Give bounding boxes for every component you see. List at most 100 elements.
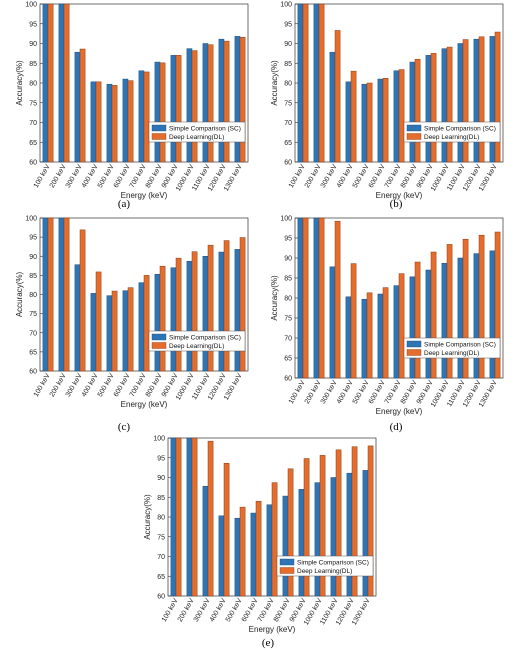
bar-dl — [318, 3, 325, 163]
y-tick-label: 70 — [29, 120, 37, 127]
bar-dl — [334, 30, 341, 163]
y-tick-label: 85 — [29, 61, 37, 68]
bar-dl — [207, 244, 214, 372]
y-tick-label: 80 — [29, 292, 37, 299]
bar-dl — [127, 80, 134, 163]
bar-sc — [425, 269, 432, 379]
bar-dl — [255, 500, 262, 597]
bar-dl — [319, 455, 326, 597]
bar-sc — [42, 3, 49, 163]
bar-dl — [271, 482, 278, 597]
bar-dl — [223, 463, 230, 597]
bar-dl — [111, 290, 118, 372]
bar-sc — [393, 285, 400, 379]
y-tick-label: 70 — [29, 330, 37, 337]
legend-entry: Deep Learning(DL) — [424, 134, 479, 141]
bar-dl — [430, 251, 437, 379]
bar-dl — [478, 234, 485, 379]
panel-label: (a) — [118, 198, 131, 210]
bar-sc — [58, 3, 65, 163]
bar-dl — [175, 55, 182, 163]
x-axis-label: Energy (keV) — [376, 191, 423, 200]
legend: Simple Comparison (SC)Deep Learning(DL) — [148, 330, 246, 352]
y-axis-label: Accuracy(%) — [15, 271, 24, 317]
bar-sc — [457, 257, 464, 379]
legend-swatch — [151, 333, 167, 341]
bar-dl — [95, 271, 102, 372]
bar-dl — [223, 240, 230, 372]
legend-swatch — [151, 133, 167, 140]
bar-sc — [202, 43, 209, 163]
bar-dl — [334, 220, 341, 379]
bar-sc — [346, 472, 353, 597]
y-tick-label: 70 — [284, 336, 292, 343]
bar-sc — [122, 290, 129, 372]
bar-sc — [106, 83, 113, 163]
bar-sc — [313, 3, 320, 163]
y-tick-label: 65 — [284, 140, 292, 147]
y-tick-label: 90 — [29, 254, 37, 261]
bar-sc — [202, 256, 209, 372]
y-tick-label: 60 — [157, 594, 165, 601]
legend-entry: Deep Learning(DL) — [169, 343, 224, 350]
bar-dl — [143, 275, 150, 372]
bar-dl — [302, 217, 309, 379]
y-tick-label: 75 — [29, 311, 37, 318]
bar-dl — [191, 437, 198, 597]
bar-dl — [350, 70, 357, 163]
legend-swatch — [406, 124, 422, 132]
y-tick-label: 90 — [29, 41, 37, 48]
legend-swatch — [151, 342, 167, 349]
bar-dl — [382, 287, 389, 379]
legend: Simple Comparison (SC)Deep Learning(DL) — [276, 555, 374, 577]
bar-dl — [478, 36, 485, 163]
x-axis-label: Energy (keV) — [249, 625, 296, 634]
bar-sc — [218, 515, 225, 597]
bar-dl — [191, 251, 198, 372]
legend-swatch — [406, 349, 422, 356]
bar-dl — [127, 287, 134, 372]
y-tick-label: 100 — [25, 216, 37, 223]
bar-sc — [298, 489, 305, 597]
y-tick-label: 65 — [284, 356, 292, 363]
y-tick-label: 95 — [284, 236, 292, 243]
bar-sc — [330, 477, 337, 597]
bar-dl — [175, 437, 182, 597]
y-tick-label: 75 — [284, 100, 292, 107]
y-tick-label: 75 — [157, 534, 165, 541]
legend-swatch — [151, 124, 167, 132]
bar-sc — [170, 267, 177, 372]
bar-dl — [303, 458, 310, 597]
bar-sc — [234, 517, 241, 597]
y-tick-label: 95 — [157, 455, 165, 462]
bar-dl — [207, 44, 214, 163]
y-tick-label: 100 — [25, 2, 37, 9]
y-tick-label: 65 — [29, 349, 37, 356]
bar-dl — [446, 46, 453, 163]
panel-label: (e) — [262, 637, 275, 649]
bar-dl — [239, 237, 246, 372]
y-tick-label: 85 — [157, 495, 165, 502]
bar-dl — [351, 446, 358, 597]
bar-sc — [425, 55, 432, 163]
legend-swatch — [406, 133, 422, 140]
bar-sc — [489, 36, 496, 163]
bar-sc — [122, 78, 129, 163]
bar-sc — [473, 253, 480, 379]
bar-dl — [287, 468, 294, 597]
bar-dl — [47, 217, 54, 372]
legend-entry: Simple Comparison (SC) — [169, 126, 241, 133]
bar-sc — [297, 3, 304, 163]
y-tick-label: 60 — [284, 160, 292, 167]
bar-sc — [297, 217, 304, 379]
legend-entry: Simple Comparison (SC) — [169, 335, 241, 342]
y-tick-label: 65 — [157, 574, 165, 581]
y-tick-label: 75 — [29, 100, 37, 107]
bar-dl — [143, 71, 150, 163]
bar-sc — [170, 437, 177, 597]
bar-dl — [398, 69, 405, 163]
bar-sc — [361, 298, 368, 379]
